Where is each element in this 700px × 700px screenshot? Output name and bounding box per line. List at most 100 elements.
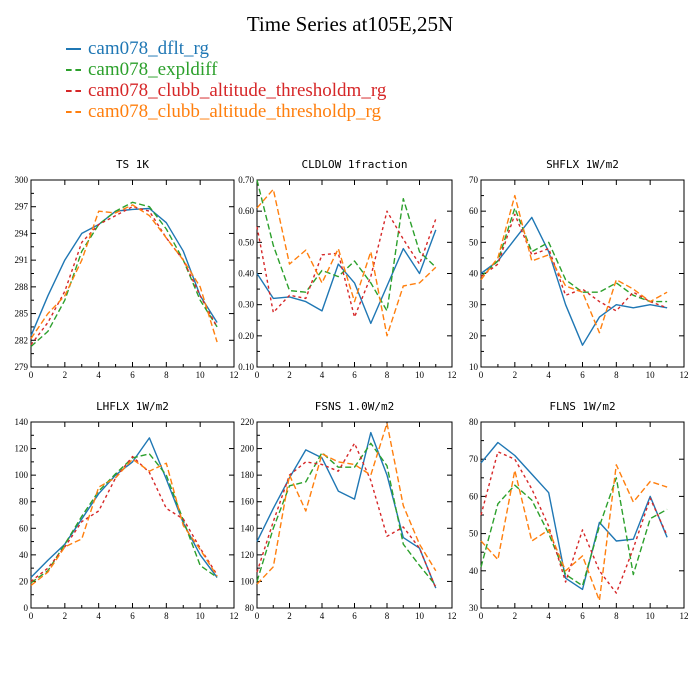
panel-title: LHFLX 1W/m2 — [96, 400, 169, 413]
x-tick-label: 10 — [196, 611, 206, 621]
y-tick-label: 140 — [15, 417, 29, 427]
x-tick-label: 0 — [255, 370, 260, 380]
y-tick-label: 50 — [469, 237, 479, 247]
series-line-cam078-dflt-rg — [480, 441, 668, 591]
legend-swatch — [66, 110, 81, 113]
legend-swatch — [66, 68, 81, 71]
series-line-cam078-clubb-altitude-thresholdm-rg — [30, 205, 218, 346]
panel-title: FLNS 1W/m2 — [549, 400, 615, 413]
plot-frame — [480, 179, 685, 368]
x-tick-label: 8 — [385, 370, 390, 380]
x-tick-label: 4 — [96, 370, 101, 380]
legend-item: cam078_expldiff — [66, 59, 386, 80]
legend-label: cam078_clubb_altitude_thresholdp_rg — [88, 101, 382, 122]
y-tick-label: 220 — [241, 417, 255, 427]
x-tick-label: 8 — [614, 370, 619, 380]
x-tick-label: 8 — [164, 370, 169, 380]
x-tick-label: 4 — [546, 370, 551, 380]
y-tick-label: 294 — [15, 228, 29, 238]
panel-title: SHFLX 1W/m2 — [546, 158, 619, 171]
y-tick-label: 120 — [241, 550, 255, 560]
series-line-cam078-clubb-altitude-thresholdp-rg — [480, 464, 668, 602]
y-tick-label: 300 — [15, 175, 29, 185]
x-tick-label: 0 — [29, 611, 34, 621]
series-line-cam078-expldiff — [480, 477, 668, 587]
y-tick-label: 100 — [241, 576, 255, 586]
y-tick-label: 20 — [19, 576, 29, 586]
y-tick-label: 0.20 — [238, 331, 254, 341]
y-tick-label: 40 — [19, 550, 29, 560]
x-tick-label: 6 — [130, 370, 135, 380]
y-tick-label: 80 — [19, 497, 29, 507]
y-tick-label: 285 — [15, 309, 29, 319]
y-tick-label: 0.10 — [238, 362, 254, 372]
y-tick-label: 20 — [469, 331, 479, 341]
y-tick-label: 70 — [469, 454, 479, 464]
panel-title: TS 1K — [116, 158, 149, 171]
y-tick-label: 279 — [15, 362, 29, 372]
series-line-cam078-dflt-rg — [256, 229, 437, 325]
x-tick-label: 2 — [287, 611, 292, 621]
x-tick-label: 10 — [646, 611, 656, 621]
x-tick-label: 0 — [29, 370, 34, 380]
panel-title: FSNS 1.0W/m2 — [315, 400, 394, 413]
x-tick-label: 10 — [196, 370, 206, 380]
series-line-cam078-clubb-altitude-thresholdm-rg — [480, 213, 668, 312]
y-tick-label: 140 — [241, 523, 255, 533]
x-tick-label: 12 — [680, 370, 689, 380]
y-tick-label: 60 — [469, 206, 479, 216]
series-line-cam078-expldiff — [480, 207, 668, 303]
panel-ts: TS 1K 0 2 4 6 8 10 12 279 282 285 288 291 294 297 300 — [15, 158, 239, 380]
series-line-cam078-dflt-rg — [30, 207, 218, 337]
x-tick-label: 2 — [513, 611, 518, 621]
y-tick-label: 288 — [15, 282, 29, 292]
y-tick-label: 40 — [469, 566, 479, 576]
legend-item: cam078_clubb_altitude_thresholdp_rg — [66, 101, 386, 122]
series-line-cam078-clubb-altitude-thresholdp-rg — [480, 194, 668, 334]
y-tick-label: 50 — [469, 529, 479, 539]
x-tick-label: 6 — [352, 370, 357, 380]
x-tick-label: 10 — [646, 370, 656, 380]
legend-label: cam078_clubb_altitude_thresholdm_rg — [88, 80, 387, 101]
y-tick-label: 180 — [241, 470, 255, 480]
y-tick-label: 0.60 — [238, 206, 254, 216]
y-tick-label: 0.50 — [238, 237, 254, 247]
x-tick-label: 4 — [96, 611, 101, 621]
plot-frame — [256, 179, 453, 368]
x-tick-label: 4 — [546, 611, 551, 621]
x-tick-label: 12 — [680, 611, 689, 621]
plot-frame — [30, 179, 235, 368]
x-tick-label: 8 — [614, 611, 619, 621]
legend-item: cam078_dflt_rg — [66, 38, 386, 59]
y-tick-label: 0.30 — [238, 300, 254, 310]
plot-frame — [256, 421, 453, 609]
legend-item: cam078_clubb_altitude_thresholdm_rg — [66, 80, 386, 101]
series-line-cam078-expldiff — [30, 453, 218, 584]
panel-title: CLDLOW 1fraction — [302, 158, 408, 171]
legend-label: cam078_dflt_rg — [88, 38, 210, 59]
y-tick-label: 100 — [15, 470, 29, 480]
legend-swatch — [66, 89, 81, 92]
x-tick-label: 6 — [580, 611, 585, 621]
y-tick-label: 60 — [469, 491, 479, 501]
x-tick-label: 4 — [320, 370, 325, 380]
panel-cldlow: CLDLOW 1fraction 0 2 4 6 8 10 12 0.10 0.20 0.30 0.4… — [238, 158, 456, 380]
figure-title: Time Series at105E,25N — [246, 12, 454, 36]
panel-shflx: SHFLX 1W/m2 0 2 4 6 8 10 12 10 20 30 40 50 60 70 — [469, 158, 689, 380]
series-line-cam078-dflt-rg — [256, 431, 437, 589]
series-line-cam078-clubb-altitude-thresholdp-rg — [256, 188, 437, 337]
legend-label: cam078_expldiff — [88, 59, 218, 80]
x-tick-label: 12 — [448, 370, 457, 380]
x-tick-label: 6 — [580, 370, 585, 380]
x-tick-label: 0 — [479, 370, 484, 380]
panel-flns: FLNS 1W/m2 0 2 4 6 8 10 12 30 40 50 60 70 80 — [469, 400, 689, 621]
panel-fsns: FSNS 1.0W/m2 0 2 4 6 8 10 12 80 100 120 140 160 180 20… — [241, 400, 457, 621]
plot-frame — [30, 421, 235, 609]
x-tick-label: 8 — [385, 611, 390, 621]
y-tick-label: 70 — [469, 175, 479, 185]
y-tick-label: 10 — [469, 362, 479, 372]
series-line-cam078-clubb-altitude-thresholdp-rg — [256, 422, 437, 585]
series-line-cam078-clubb-altitude-thresholdp-rg — [30, 458, 218, 586]
series-line-cam078-clubb-altitude-thresholdm-rg — [256, 442, 437, 589]
